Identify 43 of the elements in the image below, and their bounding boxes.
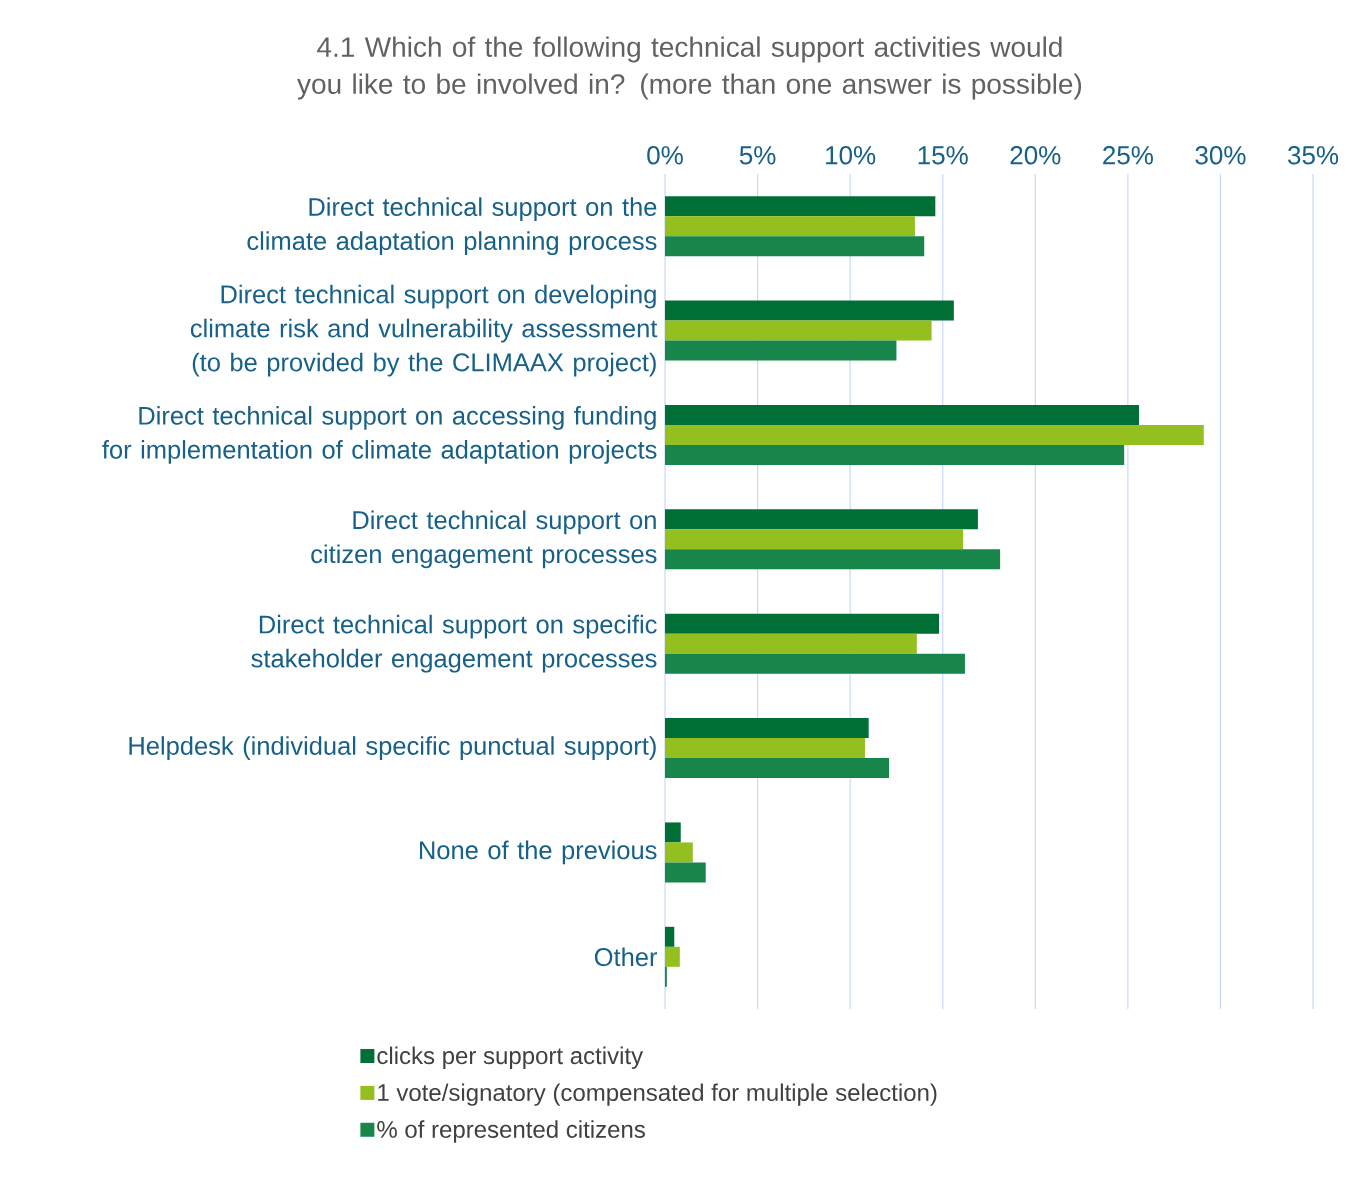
x-tick-label: 0% <box>647 146 683 165</box>
bar <box>665 340 897 361</box>
x-tick-label: 35% <box>1287 146 1339 165</box>
y-tick-label: Helpdesk (individual specific punctual support) <box>129 736 656 760</box>
bar <box>665 926 675 947</box>
bar <box>665 718 869 739</box>
bar <box>665 424 1204 445</box>
y-tick-label: None of the previous <box>420 840 657 865</box>
bar <box>665 196 936 217</box>
legend-label: % of represented citizens <box>377 1120 645 1143</box>
legend-label: 1 vote/signatory (compensated for multiple selection) <box>378 1083 937 1106</box>
bar <box>665 216 915 237</box>
bar <box>665 444 1125 465</box>
bar <box>665 320 932 341</box>
y-tick-label: Direct technical support on citizen engagement processes <box>311 510 657 569</box>
bar <box>665 529 964 550</box>
bar <box>665 842 693 863</box>
chart-title: 4.1 Which of the following technical support activities would you like to be involved in? (more than one answer is possible) <box>297 36 1082 100</box>
bar <box>665 509 978 530</box>
y-tick-label: Direct technical support on the climate adaptation planning process <box>247 197 657 256</box>
bar <box>665 613 940 634</box>
y-tick-label: Direct technical support on accessing funding for implementation of climate adaptation projects <box>102 406 657 464</box>
x-tick-label: 10% <box>826 146 876 165</box>
x-tick-label: 30% <box>1195 146 1246 165</box>
bar <box>665 758 890 779</box>
bar <box>665 738 865 759</box>
bar <box>665 822 681 843</box>
bar <box>665 404 1139 425</box>
x-tick-label: 25% <box>1103 146 1153 165</box>
y-tick-label: Direct technical support on specific stakeholder engagement processes <box>251 614 657 673</box>
y-tick-label: Other <box>594 947 658 967</box>
x-tick-label: 20% <box>1010 146 1061 165</box>
bar <box>665 946 680 967</box>
bar <box>665 549 1001 570</box>
legend-label: clicks per support activity <box>377 1046 644 1069</box>
x-tick-label: 5% <box>739 146 776 165</box>
x-tick-label: 15% <box>918 146 968 165</box>
bar <box>665 862 706 883</box>
bar <box>665 653 965 674</box>
bar <box>665 300 954 321</box>
y-tick-label: Direct technical support on developing climate risk and vulnerability assessment (to be provided by the CLIMAAX project) <box>190 284 658 377</box>
bar <box>665 236 925 257</box>
bar <box>665 633 917 654</box>
